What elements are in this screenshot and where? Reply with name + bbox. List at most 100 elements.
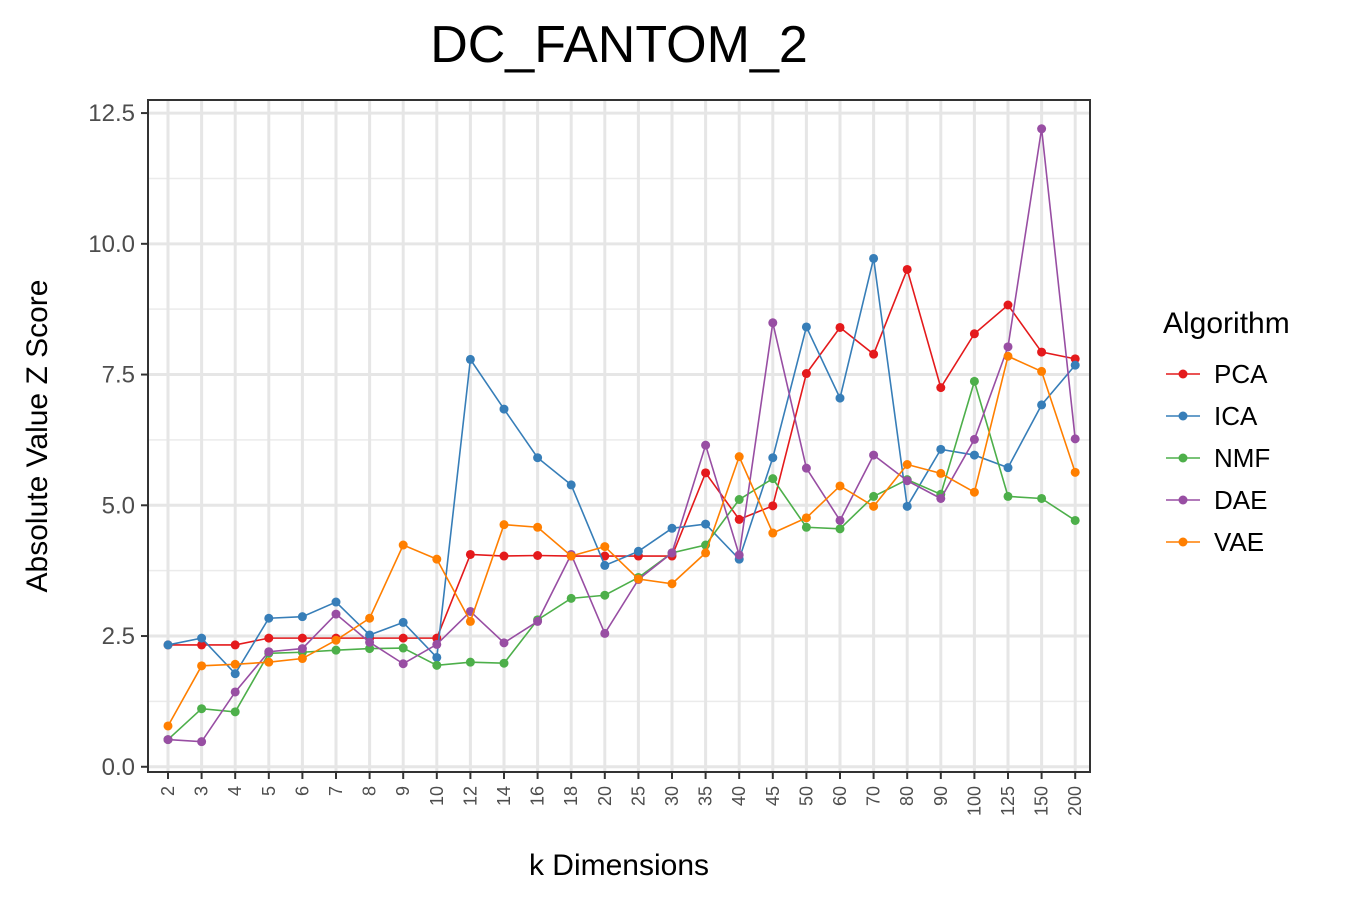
data-point-vae (701, 548, 711, 558)
data-point-ica (297, 612, 307, 622)
x-tick-label: 45 (763, 786, 783, 806)
data-point-pca (264, 633, 274, 643)
data-point-nmf (1003, 491, 1013, 501)
data-point-nmf (230, 707, 240, 717)
data-point-pca (297, 633, 307, 643)
x-tick-label: 70 (864, 786, 884, 806)
data-point-pca (869, 349, 879, 359)
data-point-ica (197, 633, 207, 643)
data-point-ica (533, 453, 543, 463)
y-axis-ticks: 0.0 2.5 5.0 7.5 10.0 12.5 (88, 100, 148, 781)
data-point-dae (902, 476, 912, 486)
data-point-dae (331, 609, 341, 619)
data-point-ica (264, 613, 274, 623)
data-point-vae (499, 520, 509, 530)
data-point-dae (533, 616, 543, 626)
data-point-dae (264, 647, 274, 657)
data-point-nmf (801, 522, 811, 532)
series-line-nmf (167, 378, 1076, 741)
data-point-dae (969, 434, 979, 444)
legend-key-point (1178, 411, 1188, 421)
data-point-ica (801, 322, 811, 332)
legend-label: PCA (1214, 359, 1268, 389)
data-point-ica (398, 617, 408, 627)
data-point-dae (936, 493, 946, 503)
data-point-pca (701, 468, 711, 478)
legend-key-point (1178, 369, 1188, 379)
x-tick-label: 12 (460, 786, 480, 806)
minor-gridlines (148, 177, 1090, 703)
data-point-vae (936, 468, 946, 478)
x-tick-label: 30 (662, 786, 682, 806)
series-dae (163, 124, 1080, 747)
legend-title: Algorithm (1163, 307, 1290, 340)
data-point-ica (230, 669, 240, 679)
data-point-nmf (197, 704, 207, 714)
data-point-vae (902, 460, 912, 470)
x-axis-title: k Dimensions (529, 849, 709, 882)
data-point-dae (398, 659, 408, 669)
data-point-pca (465, 549, 475, 559)
data-point-pca (499, 551, 509, 561)
series-vae (163, 351, 1080, 731)
x-axis-ticks: 2 3 4 5 6 7 8 9 10 12 14 16 18 20 25 30 35 40 45 50 60 70 80 90… (158, 772, 1085, 816)
data-point-dae (869, 450, 879, 460)
x-tick-label: 90 (931, 786, 951, 806)
data-point-dae (600, 628, 610, 638)
data-point-pca (1037, 347, 1047, 357)
x-tick-label: 2 (158, 786, 178, 796)
data-point-dae (701, 440, 711, 450)
y-tick-label: 5.0 (102, 492, 135, 519)
data-point-pca (936, 383, 946, 393)
x-tick-label: 35 (696, 786, 716, 806)
data-point-vae (331, 635, 341, 645)
data-point-vae (633, 574, 643, 584)
data-point-ica (869, 253, 879, 263)
x-tick-label: 14 (494, 786, 514, 806)
data-point-nmf (869, 491, 879, 501)
data-point-vae (969, 487, 979, 497)
legend-item-ica: ICA (1166, 401, 1258, 431)
data-point-ica (768, 453, 778, 463)
x-tick-label: 40 (729, 786, 749, 806)
legend-label: NMF (1214, 443, 1270, 473)
x-tick-label: 10 (427, 786, 447, 806)
data-point-ica (600, 560, 610, 570)
data-point-vae (566, 551, 576, 561)
data-point-pca (533, 550, 543, 560)
legend-items: PCA ICA NMF DAE VAE (1166, 359, 1270, 557)
data-point-nmf (499, 658, 509, 668)
data-point-vae (734, 452, 744, 462)
x-tick-label: 4 (225, 786, 245, 796)
x-tick-label: 16 (528, 786, 548, 806)
data-point-ica (1070, 360, 1080, 370)
data-point-nmf (600, 590, 610, 600)
data-point-pca (734, 514, 744, 524)
y-tick-label: 10.0 (88, 231, 135, 258)
legend-key-point (1178, 495, 1188, 505)
data-point-dae (499, 638, 509, 648)
legend-item-dae: DAE (1166, 485, 1267, 515)
data-point-pca (835, 322, 845, 332)
data-point-pca (197, 640, 207, 650)
data-point-ica (633, 546, 643, 556)
data-point-nmf (398, 643, 408, 653)
legend-label: VAE (1214, 527, 1264, 557)
legend-label: DAE (1214, 485, 1267, 515)
y-axis-title: Absolute Value Z Score (21, 280, 54, 593)
x-tick-label: 150 (1032, 786, 1052, 816)
data-point-nmf (969, 376, 979, 386)
x-tick-label: 80 (897, 786, 917, 806)
chart-title: DC_FANTOM_2 (430, 16, 808, 74)
x-tick-label: 60 (830, 786, 850, 806)
data-point-ica (667, 523, 677, 533)
data-point-vae (230, 659, 240, 669)
data-point-vae (869, 501, 879, 511)
data-point-nmf (734, 495, 744, 505)
major-gridlines (148, 100, 1090, 772)
y-tick-label: 7.5 (102, 362, 135, 389)
y-tick-label: 12.5 (88, 100, 135, 127)
data-point-pca (1003, 300, 1013, 310)
y-tick-label: 0.0 (102, 754, 135, 781)
